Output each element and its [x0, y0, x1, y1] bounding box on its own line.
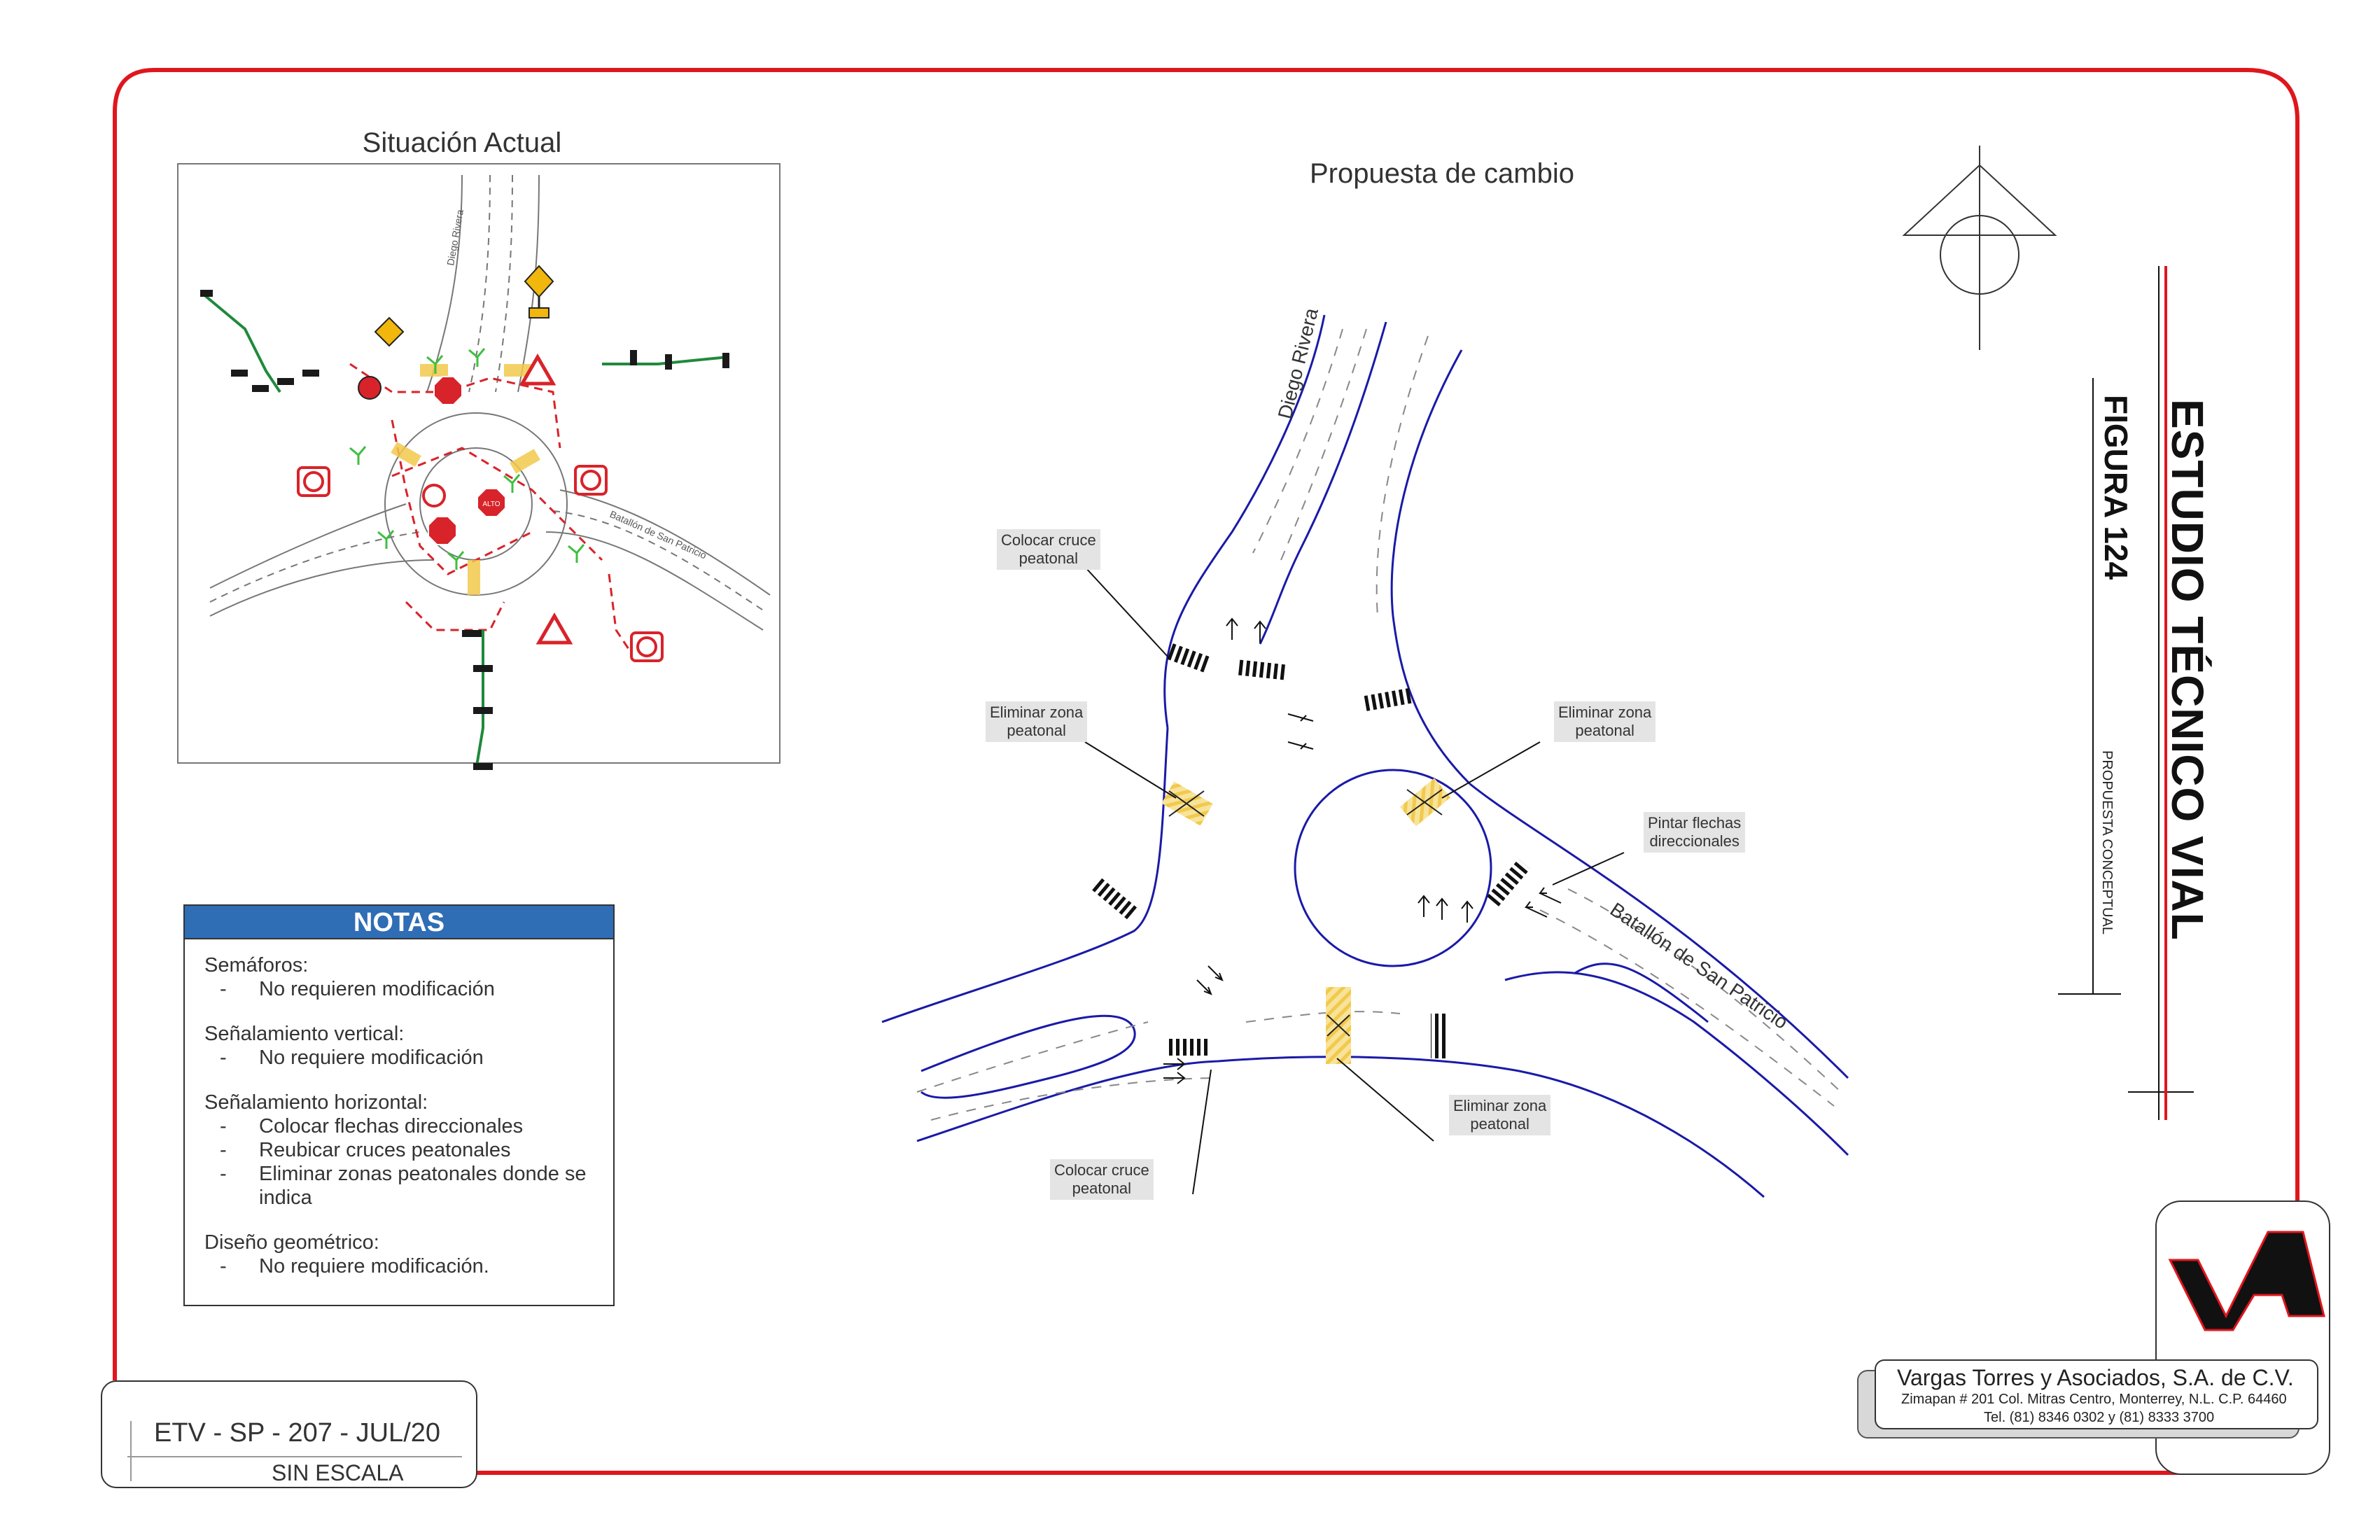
notes-section-horizontal: Señalamiento horizontal: - Colocar flecha… — [204, 1091, 594, 1210]
company-address: Zimapan # 201 Col. Mitras Centro, Monter… — [1901, 1392, 2287, 1407]
north-arrow-icon — [1902, 146, 2057, 350]
notes-item: Reubicar cruces peatonales — [259, 1139, 511, 1161]
company-phone: Tel. (81) 8346 0302 y (81) 8333 3700 — [1984, 1410, 2215, 1425]
crosswalk-markings — [1090, 643, 1530, 1058]
drawing-code: ETV - SP - 207 - JUL/20 — [154, 1418, 441, 1448]
pedestrian-zone-markings — [1161, 778, 1451, 1064]
figure-subtitle: PROPUESTA CONCEPTUAL — [2099, 750, 2115, 935]
notes-header: NOTAS — [185, 906, 613, 939]
callout-line: direccionales — [1649, 832, 1740, 850]
drawing-code-box: ETV - SP - 207 - JUL/20 SIN ESCALA — [101, 1380, 477, 1488]
callout-line: Colocar cruce — [1054, 1161, 1149, 1179]
drawing-scale: SIN ESCALA — [272, 1460, 404, 1485]
callout-line: peatonal — [1575, 722, 1634, 739]
callout-colocar-cruce-bottom: Colocar cruce peatonal — [1050, 1159, 1154, 1200]
stop-sign-icon: ALTO — [428, 376, 506, 545]
notes-section-vertical: Señalamiento vertical: - No requiere modi… — [204, 1022, 594, 1070]
warning-sign-icon — [519, 354, 573, 645]
callout-line: Eliminar zona — [1453, 1097, 1547, 1114]
callout-pintar-flechas: Pintar flechas direccionales — [1644, 812, 1746, 853]
notes-section-geometrico: Diseño geométrico: - No requiere modifica… — [204, 1231, 594, 1278]
callout-line: Colocar cruce — [1001, 531, 1096, 549]
notes-section-title: Señalamiento vertical: — [204, 1023, 405, 1045]
callout-line: peatonal — [1018, 550, 1079, 567]
notes-section-semaforos: Semáforos: - No requieren modificación — [204, 953, 594, 1001]
notes-item: No requieren modificación — [259, 978, 495, 1000]
notes-section-title: Semáforos: — [204, 954, 309, 976]
notes-section-title: Diseño geométrico: — [204, 1231, 379, 1254]
callout-line: Eliminar zona — [1558, 704, 1652, 721]
proposal-title: Propuesta de cambio — [1309, 158, 1574, 189]
callout-eliminar-zona-left: Eliminar zona peatonal — [986, 701, 1088, 742]
pedestrian-crossing-sign-icon — [524, 265, 554, 318]
proposal-roundabout-diagram: Diego Rivera Batallón de San Patricio — [881, 305, 1849, 1198]
title-block-lines — [2058, 266, 2194, 1120]
school-zone-sign-icon — [358, 316, 405, 400]
callout-line: peatonal — [1470, 1115, 1530, 1133]
callout-line: Pintar flechas — [1648, 814, 1742, 832]
callout-colocar-cruce-top: Colocar cruce peatonal — [997, 529, 1100, 570]
study-title: ESTUDIO TÉCNICO VIAL — [2162, 399, 2213, 941]
callout-eliminar-zona-bottom: Eliminar zona peatonal — [1449, 1095, 1551, 1135]
company-logo-icon — [1857, 1200, 2330, 1475]
current-situation-map: ALTO Diego Rivera Batallón de San Pat — [177, 163, 780, 771]
figure-number: FIGURA 124 — [2098, 395, 2134, 580]
direction-arrow-icon — [1163, 617, 1562, 1084]
company-name: Vargas Torres y Asociados, S.A. de C.V. — [1897, 1365, 2294, 1390]
notes-item: No requiere modificación. — [259, 1255, 489, 1278]
notes-panel: NOTAS Semáforos: - No requieren modificac… — [183, 904, 615, 1306]
street-label-batallon: Batallón de San Patricio — [1606, 898, 1792, 1033]
callout-line: peatonal — [1072, 1180, 1132, 1197]
stop-sign-label: ALTO — [482, 500, 500, 508]
street-label-diego-rivera: Diego Rivera — [1274, 305, 1322, 421]
notes-section-title: Señalamiento horizontal: — [204, 1091, 428, 1114]
callout-line: Eliminar zona — [990, 704, 1084, 721]
callout-line: peatonal — [1007, 722, 1066, 739]
current-situation-title: Situación Actual — [362, 127, 562, 158]
notes-item: Colocar flechas direccionales — [259, 1115, 524, 1138]
notes-item: No requiere modificación — [259, 1046, 484, 1069]
callout-eliminar-zona-right: Eliminar zona peatonal — [1554, 701, 1656, 742]
regulatory-sign-icon — [297, 465, 664, 662]
notes-item: Eliminar zonas peatonales donde se indic… — [259, 1163, 587, 1209]
sheet-border — [113, 68, 2300, 1475]
company-info-box: Vargas Torres y Asociados, S.A. de C.V. … — [1875, 1359, 2318, 1429]
